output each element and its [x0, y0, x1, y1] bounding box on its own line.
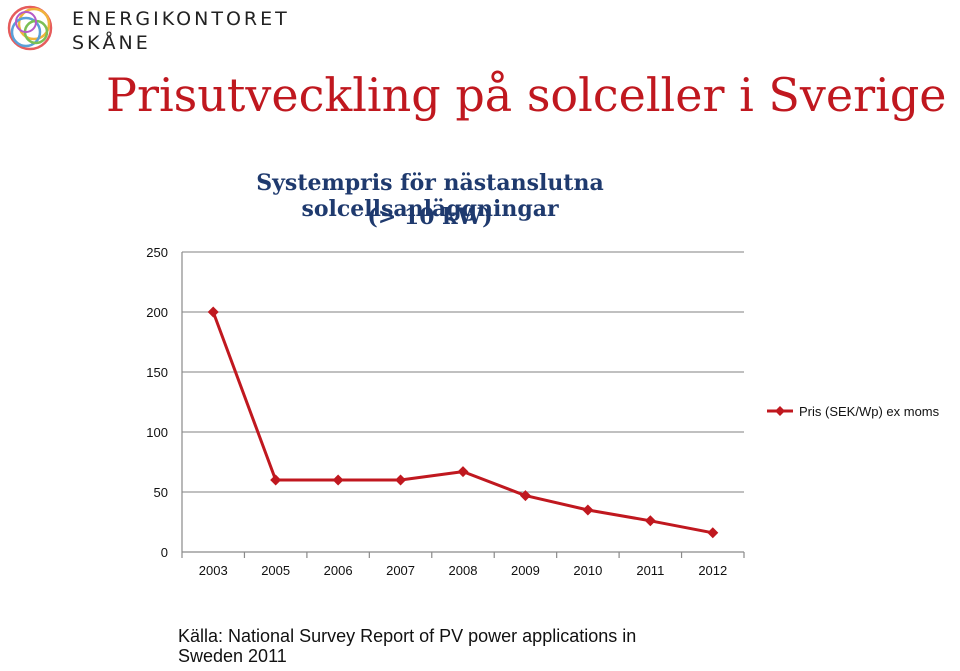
x-tick-label: 2011	[636, 563, 664, 578]
series-layer	[207, 306, 719, 539]
y-tick-label: 150	[146, 365, 168, 380]
chart-title-line1: Systempris för nästanslutna solcellsanlä…	[256, 170, 604, 222]
logo-text-line2: SKÅNE	[72, 32, 151, 54]
x-tick-label: 2009	[511, 563, 540, 578]
y-tick-label: 0	[161, 545, 168, 560]
data-point	[457, 466, 469, 478]
y-tick-label: 100	[146, 425, 168, 440]
x-tick-label: 2003	[199, 563, 228, 578]
data-point	[332, 474, 344, 486]
legend-marker	[775, 406, 785, 416]
y-tick-label: 50	[154, 485, 168, 500]
series-line	[211, 311, 714, 535]
x-tick-label: 2010	[573, 563, 602, 578]
logo-text-line1: ENERGIKONTORET	[72, 8, 290, 30]
x-tick-label: 2006	[324, 563, 353, 578]
chart-title-line2: (> 10 kW)	[367, 204, 493, 230]
source-note: Källa: National Survey Report of PV powe…	[178, 626, 637, 666]
data-point	[207, 306, 219, 318]
x-tick-label: 2012	[698, 563, 727, 578]
legend-label: Pris (SEK/Wp) ex moms	[799, 404, 940, 419]
data-point	[582, 504, 594, 516]
y-tick-labels: 0 50 100 150 200 250	[146, 245, 168, 560]
page-title: Prisutveckling på solceller i Sverige	[106, 68, 947, 122]
y-tick-label: 250	[146, 245, 168, 260]
y-tick-label: 200	[146, 305, 168, 320]
data-point	[644, 515, 656, 527]
data-point	[395, 474, 407, 486]
x-tick-label: 2007	[386, 563, 415, 578]
logo: ENERGIKONTORET SKÅNE	[4, 2, 287, 54]
data-point	[270, 474, 282, 486]
grid-lines	[182, 251, 744, 493]
data-point	[707, 527, 719, 539]
x-tick-label: 2005	[261, 563, 290, 578]
x-tick-label: 2008	[449, 563, 478, 578]
x-tick-labels: 2003 2005 2006 2007 2008 2009 2010 2011 2012	[199, 563, 727, 578]
legend: Pris (SEK/Wp) ex moms	[767, 404, 940, 419]
logo-rings-icon	[7, 5, 53, 51]
data-point	[519, 490, 531, 502]
axes	[181, 252, 745, 558]
